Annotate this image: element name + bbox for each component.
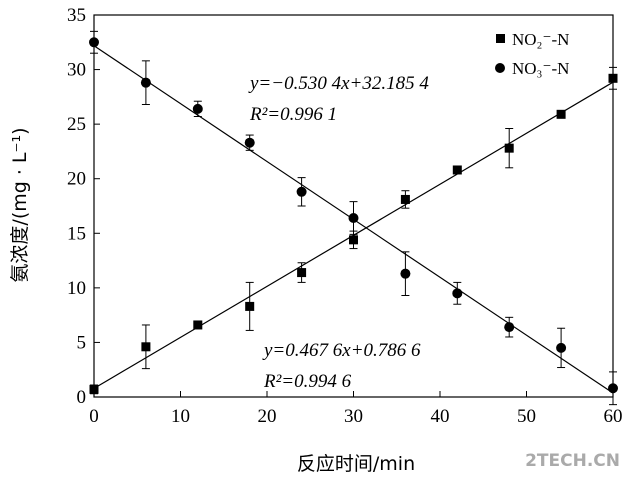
x-tick-label: 50 [517,406,536,427]
no2-point [349,235,358,245]
x-tick-label: 60 [604,406,623,427]
y-tick-label: 30 [67,60,86,81]
no2-r2: R²=0.994 6 [263,371,352,392]
no3-equation: y=−0.530 4x+32.185 4 [248,73,429,94]
no3-point [296,186,307,197]
y-tick-label: 20 [67,169,86,190]
y-tick-label: 25 [67,114,86,135]
legend-label-no2: NO₂⁻-N [512,30,569,49]
no3-point [452,288,463,299]
y-tick-label: 35 [67,5,86,26]
no3-point [348,213,359,224]
no2-point [504,143,514,153]
legend: NO₂⁻-N NO₃⁻-N [495,30,569,78]
no3-point [192,103,203,114]
no2-point [193,320,203,330]
no3-r2: R²=0.996 1 [249,104,337,125]
no2-point [89,384,99,394]
no2-point [556,109,566,119]
no2-point [400,194,410,204]
x-tick-label: 40 [431,406,450,427]
no3-point [89,37,99,48]
no2-point [452,165,462,175]
y-tick-label: 5 [77,332,87,353]
no3-point [608,383,618,394]
no2-point [245,301,255,311]
x-tick-label: 30 [344,406,363,427]
no2-point [141,342,151,352]
no2-point [297,268,307,278]
no3-point [244,137,255,148]
data-points [89,37,618,394]
y-tick-label: 10 [67,278,86,299]
no2-equation: y=0.467 6x+0.786 6 [262,340,421,361]
y-tick-label: 15 [67,223,86,244]
axis-ticks: 0 10 20 30 40 50 60 0 5 10 15 20 25 30 35 [67,5,623,427]
x-tick-label: 20 [258,406,277,427]
x-axis-label: 反应时间/min [297,453,415,475]
y-axis-label: 氨浓度/(mg · L⁻¹) [9,127,31,282]
no3-point [504,322,515,333]
legend-marker-no3 [495,63,505,73]
no3-point [556,342,567,353]
no3-point [400,268,411,279]
x-tick-label: 0 [89,406,99,427]
no2-point [608,73,618,83]
legend-marker-no2 [496,34,505,43]
watermark: 2TECH.CN [525,451,620,471]
legend-label-no3: NO₃⁻-N [512,59,569,78]
y-tick-label: 0 [77,387,87,408]
x-tick-label: 10 [171,406,190,427]
no3-point [140,77,151,88]
